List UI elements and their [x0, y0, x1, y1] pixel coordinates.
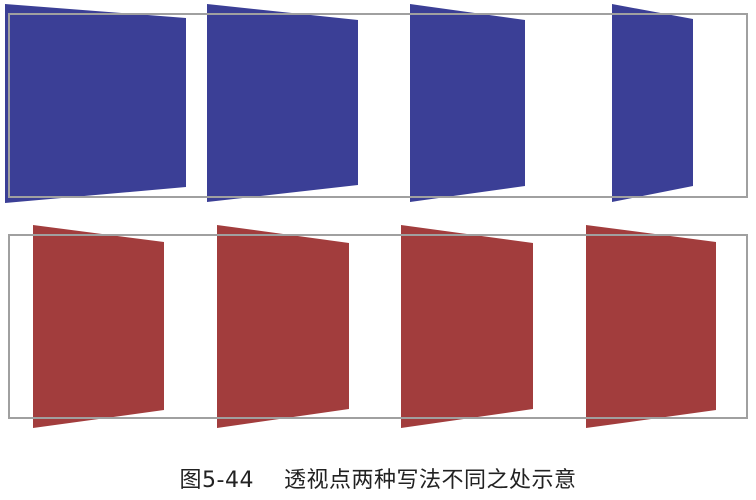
top-row [5, 4, 748, 203]
bottom-row-frame [8, 234, 748, 419]
bottom-row [8, 225, 748, 428]
top-panel-2 [207, 4, 358, 202]
top-panel-4 [612, 4, 693, 202]
bottom-panel-2 [217, 225, 349, 428]
bottom-panel-3 [401, 225, 533, 428]
perspective-diagram [5, 4, 748, 428]
top-panel-3 [410, 4, 525, 202]
figure-caption: 图5-44 透视点两种写法不同之处示意 [179, 468, 577, 493]
top-row-frame [8, 13, 748, 198]
bottom-panel-4 [586, 225, 716, 428]
top-panel-1 [5, 4, 186, 203]
bottom-panel-1 [33, 225, 164, 428]
